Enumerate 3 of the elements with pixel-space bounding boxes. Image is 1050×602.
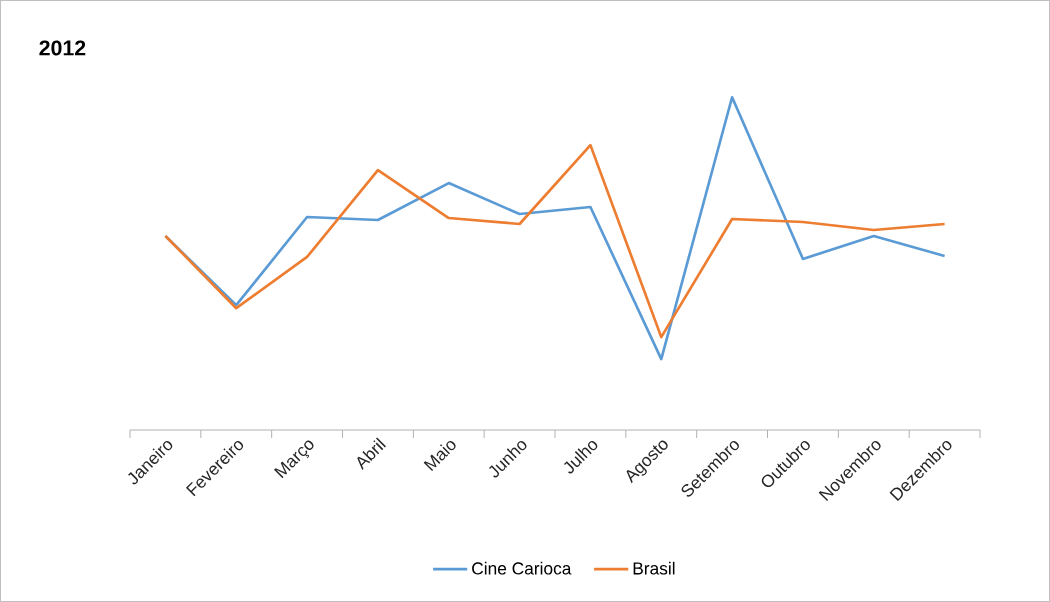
- legend-label: Cine Carioca: [472, 561, 572, 575]
- chart-title: 2012: [39, 40, 86, 56]
- legend-label: Brasil: [633, 561, 675, 575]
